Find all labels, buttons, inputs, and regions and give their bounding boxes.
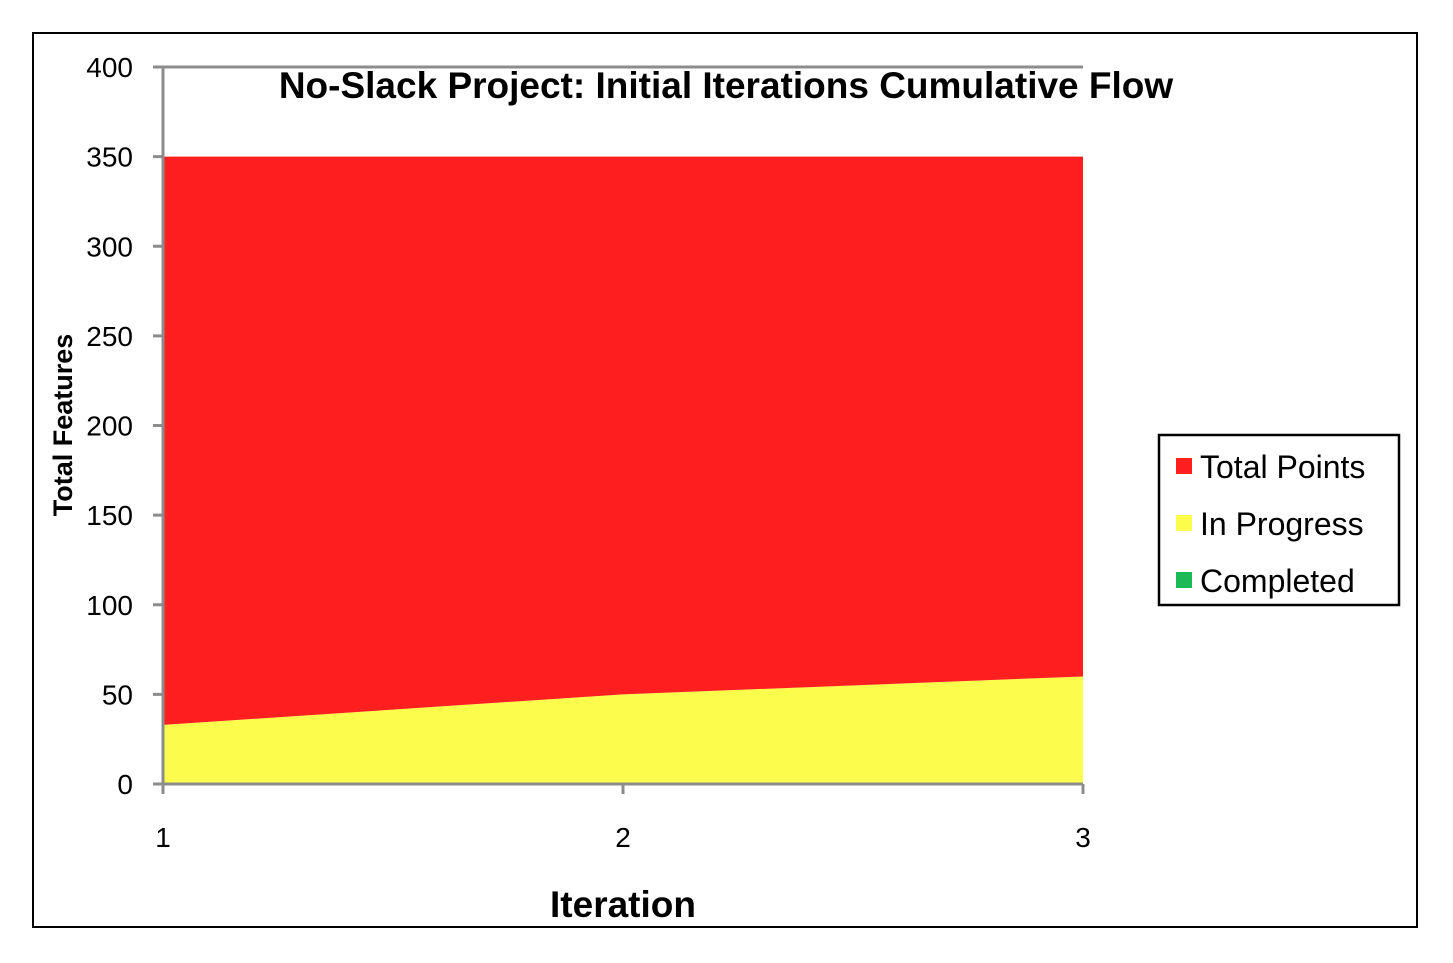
y-tick-label-0: 0 — [117, 769, 133, 800]
y-tick-label-300: 300 — [86, 231, 133, 262]
legend-label-completed: Completed — [1200, 563, 1355, 599]
axes — [153, 65, 1085, 794]
tick-labels: 0 50 100 150 200 250 300 350 400 1 2 3 — [86, 52, 1091, 853]
x-tick-label-1: 1 — [155, 822, 171, 853]
legend: Total Points In Progress Completed — [1157, 433, 1401, 607]
legend-swatch-in-progress — [1176, 515, 1192, 531]
legend-swatch-total-points — [1176, 458, 1192, 474]
y-tick-label-250: 250 — [86, 321, 133, 352]
legend-swatch-completed — [1176, 572, 1192, 588]
legend-label-total-points: Total Points — [1200, 449, 1365, 485]
y-tick-label-200: 200 — [86, 411, 133, 442]
area-total-points — [163, 156, 1083, 725]
area-in-progress — [163, 676, 1083, 784]
x-axis-title: Iteration — [550, 884, 696, 925]
legend-box — [1157, 433, 1401, 607]
y-tick-label-100: 100 — [86, 590, 133, 621]
x-tick-label-3: 3 — [1075, 822, 1091, 853]
legend-entries: Total Points In Progress Completed — [1176, 449, 1365, 599]
plot-areas — [163, 156, 1083, 784]
y-tick-label-400: 400 — [86, 52, 133, 83]
legend-label-in-progress: In Progress — [1200, 506, 1364, 542]
y-tick-label-150: 150 — [86, 500, 133, 531]
y-tick-label-350: 350 — [86, 142, 133, 173]
x-tick-label-2: 2 — [615, 822, 631, 853]
y-tick-label-50: 50 — [102, 679, 133, 710]
y-axis-title: Total Features — [48, 334, 78, 517]
chart-title: No-Slack Project: Initial Iterations Cum… — [279, 65, 1174, 106]
